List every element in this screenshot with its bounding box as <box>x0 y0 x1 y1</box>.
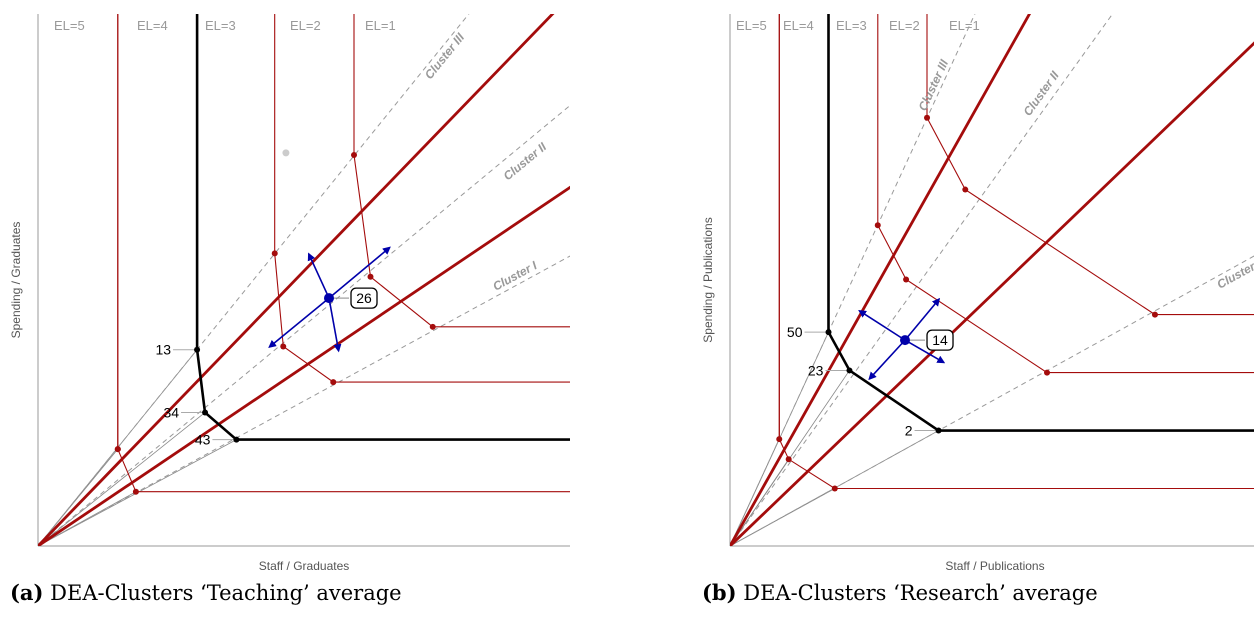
panel-b-focus-arrow-0 <box>904 297 941 341</box>
panel-a-cluster-bound-0 <box>38 14 555 546</box>
panel-b-focus-arrow-3 <box>904 339 946 364</box>
panel-b-level-0-point-1 <box>785 456 792 463</box>
panel-a-cluster-label-1: Cluster II <box>501 139 550 183</box>
panel-b-level-3-point-1 <box>903 276 910 283</box>
panel-b-frontier-unit-1 <box>846 367 853 374</box>
panel-b-cluster-label-1: Cluster II <box>1020 68 1062 118</box>
panel-b-frontier-unit-2 <box>935 427 942 434</box>
panel-b-inner-ray-1 <box>730 459 790 546</box>
panel-a-el-label-2: EL=3 <box>205 18 236 33</box>
panel-b-level-line-0 <box>778 14 1254 490</box>
panel-a-cluster-label-0: Cluster III <box>422 30 468 82</box>
panel-a-unit-label-1: 34 <box>163 404 179 420</box>
panel-a-cluster-ray-0 <box>38 14 470 546</box>
panel-a-focus-arrow-1 <box>328 297 342 353</box>
caption-research: (b) DEA-Clusters ‘Research’ average <box>702 580 1098 605</box>
caption-teaching: (a) DEA-Clusters ‘Teaching’ average <box>10 580 402 605</box>
panel-b-cluster-ray-1 <box>730 14 1114 546</box>
panel-b-cluster-bound-0 <box>730 14 1032 546</box>
panel-a-level-3-point-1 <box>280 343 287 350</box>
panel-a-level-line-0 <box>117 14 570 493</box>
panel-b-frontier-unit-0 <box>825 329 832 336</box>
panel-b-level-line-2 <box>827 14 1254 432</box>
panel-b-el-label-1: EL=4 <box>783 18 814 33</box>
panel-b-el-label-0: EL=5 <box>736 18 767 33</box>
panel-b-focus-label: 14 <box>932 332 948 348</box>
panel-a-level-4-point-2 <box>429 323 436 330</box>
panel-a-level-0-point-1 <box>132 488 139 495</box>
panel-b-level-0-point-0 <box>776 436 783 443</box>
caption-a-label: (a) <box>10 580 44 605</box>
panel-a-clipped <box>38 14 570 546</box>
caption-a-text: DEA-Clusters ‘Teaching’ average <box>50 581 402 605</box>
panel-b-ylabel: Spending / Publications <box>701 217 715 342</box>
panel-b-el-label-2: EL=3 <box>836 18 867 33</box>
panel-b-level-0-point-2 <box>831 485 838 492</box>
panel-a-frontier-unit-1 <box>202 409 209 416</box>
panel-a-el-label-0: EL=5 <box>54 18 85 33</box>
panel-a-frontier-unit-2 <box>233 436 240 443</box>
panel-a-level-3-point-2 <box>330 379 337 386</box>
panel-a-focus-arrow-0 <box>307 252 330 299</box>
panel-b-cluster-label-2: Cluster I <box>1215 256 1254 292</box>
panel-a-level-3-point-0 <box>271 250 278 257</box>
panel-a-level-4-point-0 <box>351 151 358 158</box>
panel-a-frontier-unit-0 <box>194 346 201 353</box>
panel-b-clipped <box>730 14 1254 546</box>
panel-b-unit-label-0: 50 <box>787 324 803 340</box>
panel-a-ylabel: Spending / Graduates <box>9 222 23 339</box>
panel-a-unit-label-2: 43 <box>195 432 211 448</box>
panel-a-level-line-4 <box>353 14 570 328</box>
panel-a-focus-arrow-3 <box>268 297 330 349</box>
panel-b-level-4-point-2 <box>1151 311 1158 318</box>
panel-a-cluster-ray-2 <box>38 255 570 546</box>
panel-b-level-4-point-0 <box>924 114 931 121</box>
panel-research: Spending / Publications Staff / Publicat… <box>701 14 1254 573</box>
panel-b-el-label-4: EL=1 <box>949 18 980 33</box>
panel-a-ray-1 <box>38 412 206 546</box>
caption-b-label: (b) <box>702 580 737 605</box>
panel-a-unit-label-0: 13 <box>155 342 171 358</box>
panel-a-el-label-4: EL=1 <box>365 18 396 33</box>
panel-a-cluster-label-2: Cluster I <box>490 258 539 294</box>
panel-a-el-label-3: EL=2 <box>290 18 321 33</box>
panel-a-focus-label: 26 <box>356 290 372 306</box>
panel-b-level-3-point-2 <box>1044 369 1051 376</box>
panel-a-el-label-1: EL=4 <box>137 18 168 33</box>
panel-b-unit-label-2: 2 <box>905 423 913 439</box>
panel-b-cluster-ray-0 <box>730 14 976 546</box>
panel-b-focus-arrow-1 <box>868 339 906 381</box>
panel-b-focus-unit <box>900 335 911 346</box>
panel-b-xlabel: Staff / Publications <box>945 559 1044 573</box>
panel-b-unit-label-1: 23 <box>808 362 824 378</box>
panel-b-cluster-ray-2 <box>730 255 1254 546</box>
panel-a-focus-label-box <box>350 287 378 309</box>
panel-a-level-4-point-1 <box>367 273 374 280</box>
caption-b-text: DEA-Clusters ‘Research’ average <box>743 581 1098 605</box>
panel-b-level-4-point-1 <box>962 186 969 193</box>
panel-a-inactive-point <box>282 149 290 157</box>
panel-b-level-3-point-0 <box>874 222 881 229</box>
panel-b-el-label-3: EL=2 <box>889 18 920 33</box>
panel-b-cluster-bound-1 <box>730 41 1254 546</box>
panel-b-level-line-4 <box>926 14 1254 316</box>
panel-a-focus-arrow-2 <box>328 246 391 299</box>
panel-a-level-1-point-0 <box>114 446 121 453</box>
panel-a-cluster-bound-1 <box>38 185 570 546</box>
panel-a-xlabel: Staff / Graduates <box>259 559 350 573</box>
panel-b-focus-label-box <box>926 329 954 351</box>
panel-a-focus-unit <box>324 293 335 304</box>
panel-b-focus-arrow-2 <box>858 309 906 341</box>
